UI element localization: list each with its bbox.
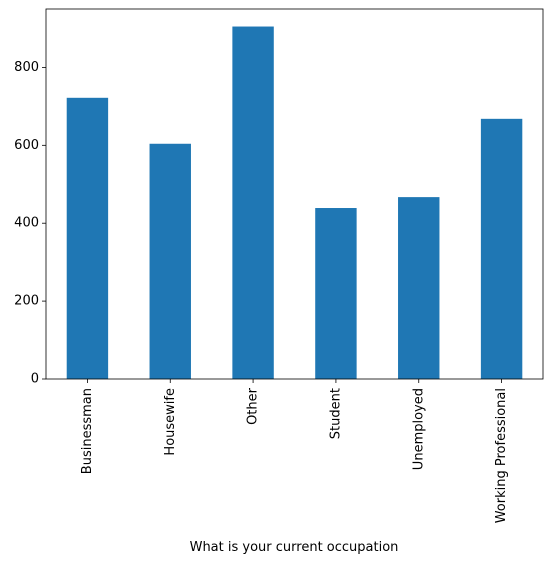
y-tick-label: 800: [14, 60, 39, 75]
bar-housewife: [149, 143, 191, 379]
plot-frame: [45, 8, 544, 380]
x-tick-label: Unemployed: [411, 388, 426, 470]
bar-student: [315, 208, 357, 379]
y-tick-label: 600: [14, 138, 39, 153]
x-axis-label: What is your current occupation: [190, 540, 399, 555]
x-tick-label: Student: [328, 388, 343, 439]
bar-businessman: [66, 97, 109, 380]
y-tick-label: 200: [14, 294, 39, 309]
x-tick-label: Other: [246, 387, 261, 425]
y-tick-label: 400: [14, 216, 39, 231]
bar-unemployed: [398, 197, 440, 379]
x-tick-label: Working Professional: [494, 388, 509, 523]
bars-layer: [66, 26, 523, 380]
bar-working-professional: [480, 118, 523, 379]
bar-other: [232, 26, 274, 380]
ticks-layer: Businessman Housewife Other Student Unemploy…: [14, 60, 509, 523]
x-tick-label: Housewife: [163, 388, 178, 456]
axes-layer: [45, 8, 544, 380]
x-tick-label: Businessman: [80, 388, 95, 474]
y-tick-label: 0: [31, 372, 39, 387]
